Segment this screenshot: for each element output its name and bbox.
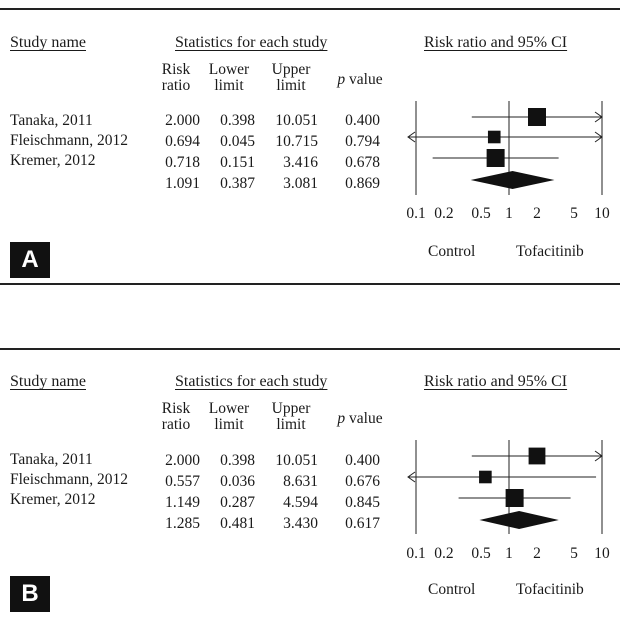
col-header-risk-ratio: Risk ratio bbox=[161, 400, 191, 434]
p-value: 0.676 bbox=[345, 473, 380, 490]
x-tick-label: 0.2 bbox=[434, 545, 453, 562]
col-header-p-value: p value bbox=[337, 410, 383, 427]
col-header-upper-limit: Upper limit bbox=[271, 61, 311, 95]
x-tick-label: 1 bbox=[505, 545, 513, 562]
study-name: Kremer, 2012 bbox=[10, 491, 96, 508]
risk-ratio-value: 2.000 bbox=[165, 452, 200, 469]
summary-p-value: 0.617 bbox=[345, 515, 380, 532]
summary-diamond bbox=[479, 511, 559, 529]
x-tick-label: 0.1 bbox=[406, 205, 425, 222]
x-tick-label: 2 bbox=[533, 545, 541, 562]
col-header-upper-limit: Upper limit bbox=[271, 400, 311, 434]
study-name: Fleischmann, 2012 bbox=[10, 471, 128, 488]
top-rule bbox=[0, 348, 620, 350]
header-risk-ratio-ci: Risk ratio and 95% CI bbox=[424, 34, 568, 51]
risk-ratio-value: 0.557 bbox=[165, 473, 200, 490]
favours-tofacitinib-label: Tofacitinib bbox=[516, 581, 584, 598]
point-estimate-square bbox=[479, 470, 492, 484]
x-tick-label: 0.1 bbox=[406, 545, 425, 562]
col-header-risk-ratio: Risk ratio bbox=[161, 61, 191, 95]
ci-arrow-right bbox=[594, 450, 603, 462]
ci-arrow-left bbox=[407, 471, 416, 483]
summary-lower-limit-value: 0.481 bbox=[220, 515, 255, 532]
upper-limit-value: 8.631 bbox=[283, 473, 318, 490]
x-tick-label: 10 bbox=[594, 205, 610, 222]
col-header-lower-limit: Lower limit bbox=[208, 400, 250, 434]
summary-diamond bbox=[470, 171, 555, 189]
x-tick-label: 1 bbox=[505, 205, 513, 222]
panel-label-badge: B bbox=[10, 576, 50, 612]
upper-limit-value: 3.416 bbox=[283, 154, 318, 171]
study-name: Fleischmann, 2012 bbox=[10, 132, 128, 149]
p-value: 0.678 bbox=[345, 154, 380, 171]
panel-label-badge: A bbox=[10, 242, 50, 278]
p-value: 0.845 bbox=[345, 494, 380, 511]
risk-ratio-value: 0.694 bbox=[165, 133, 200, 150]
upper-limit-value: 10.051 bbox=[275, 112, 318, 129]
ci-arrow-left bbox=[407, 131, 416, 143]
header-study-name: Study name bbox=[10, 373, 86, 390]
forest-plot-a: 0.1 0.2 0.5 1 2 5 10 bbox=[406, 101, 610, 222]
risk-ratio-value: 0.718 bbox=[165, 154, 200, 171]
summary-upper-limit-value: 3.430 bbox=[283, 515, 318, 532]
favours-control-label: Control bbox=[428, 581, 476, 598]
col-header-lower-limit: Lower limit bbox=[208, 61, 250, 95]
x-tick-label: 10 bbox=[594, 545, 610, 562]
x-tick-label: 2 bbox=[533, 205, 541, 222]
upper-limit-value: 10.051 bbox=[275, 452, 318, 469]
summary-p-value: 0.869 bbox=[345, 175, 380, 192]
point-estimate-square bbox=[487, 130, 501, 144]
p-value: 0.400 bbox=[345, 112, 380, 129]
study-name: Tanaka, 2011 bbox=[10, 112, 93, 129]
point-estimate-square bbox=[486, 149, 505, 167]
upper-limit-value: 4.594 bbox=[283, 494, 318, 511]
summary-risk-ratio-value: 1.091 bbox=[165, 175, 200, 192]
header-study-name: Study name bbox=[10, 34, 86, 51]
study-name: Tanaka, 2011 bbox=[10, 451, 93, 468]
forest-panel-a: Study name Statistics for each study Ris… bbox=[0, 0, 620, 290]
forest-panel-b: Study name Statistics for each study Ris… bbox=[0, 336, 620, 618]
lower-limit-value: 0.287 bbox=[220, 494, 255, 511]
bottom-rule bbox=[0, 283, 620, 285]
lower-limit-value: 0.045 bbox=[220, 133, 255, 150]
col-header-p-value: p value bbox=[337, 71, 383, 88]
favours-tofacitinib-label: Tofacitinib bbox=[516, 243, 584, 260]
risk-ratio-value: 2.000 bbox=[165, 112, 200, 129]
ci-arrow-right bbox=[594, 131, 603, 143]
favours-control-label: Control bbox=[428, 243, 476, 260]
summary-risk-ratio-value: 1.285 bbox=[165, 515, 200, 532]
header-risk-ratio-ci: Risk ratio and 95% CI bbox=[424, 373, 568, 390]
p-value: 0.400 bbox=[345, 452, 380, 469]
lower-limit-value: 0.151 bbox=[220, 154, 255, 171]
lower-limit-value: 0.398 bbox=[220, 112, 255, 129]
point-estimate-square bbox=[528, 447, 546, 465]
lower-limit-value: 0.398 bbox=[220, 452, 255, 469]
risk-ratio-value: 1.149 bbox=[165, 494, 200, 511]
lower-limit-value: 0.036 bbox=[220, 473, 255, 490]
point-estimate-square bbox=[505, 489, 524, 507]
ci-arrow-right bbox=[594, 111, 603, 123]
x-tick-label: 0.5 bbox=[471, 205, 491, 222]
top-rule bbox=[0, 8, 620, 10]
x-tick-label: 5 bbox=[570, 205, 578, 222]
point-estimate-square bbox=[527, 108, 546, 126]
x-tick-label: 0.5 bbox=[471, 545, 491, 562]
p-value: 0.794 bbox=[345, 133, 380, 150]
summary-lower-limit-value: 0.387 bbox=[220, 175, 255, 192]
forest-plot-b: 0.1 0.2 0.5 1 2 5 10 bbox=[406, 440, 610, 562]
x-tick-label: 0.2 bbox=[434, 205, 453, 222]
x-tick-label: 5 bbox=[570, 545, 578, 562]
header-statistics: Statistics for each study bbox=[175, 34, 328, 51]
study-name: Kremer, 2012 bbox=[10, 152, 96, 169]
upper-limit-value: 10.715 bbox=[275, 133, 318, 150]
header-statistics: Statistics for each study bbox=[175, 373, 328, 390]
summary-upper-limit-value: 3.081 bbox=[283, 175, 318, 192]
